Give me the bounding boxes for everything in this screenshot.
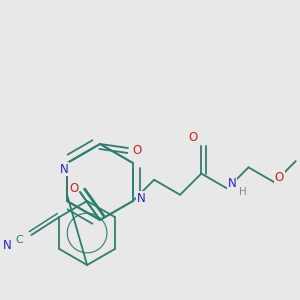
Text: O: O xyxy=(189,131,198,144)
Text: C: C xyxy=(16,235,23,245)
Text: N: N xyxy=(228,177,237,190)
Text: O: O xyxy=(275,171,284,184)
Text: N: N xyxy=(3,238,12,251)
Text: O: O xyxy=(132,143,142,157)
Text: N: N xyxy=(136,191,145,205)
Text: H: H xyxy=(239,187,247,196)
Text: O: O xyxy=(69,182,79,194)
Text: N: N xyxy=(60,163,68,176)
